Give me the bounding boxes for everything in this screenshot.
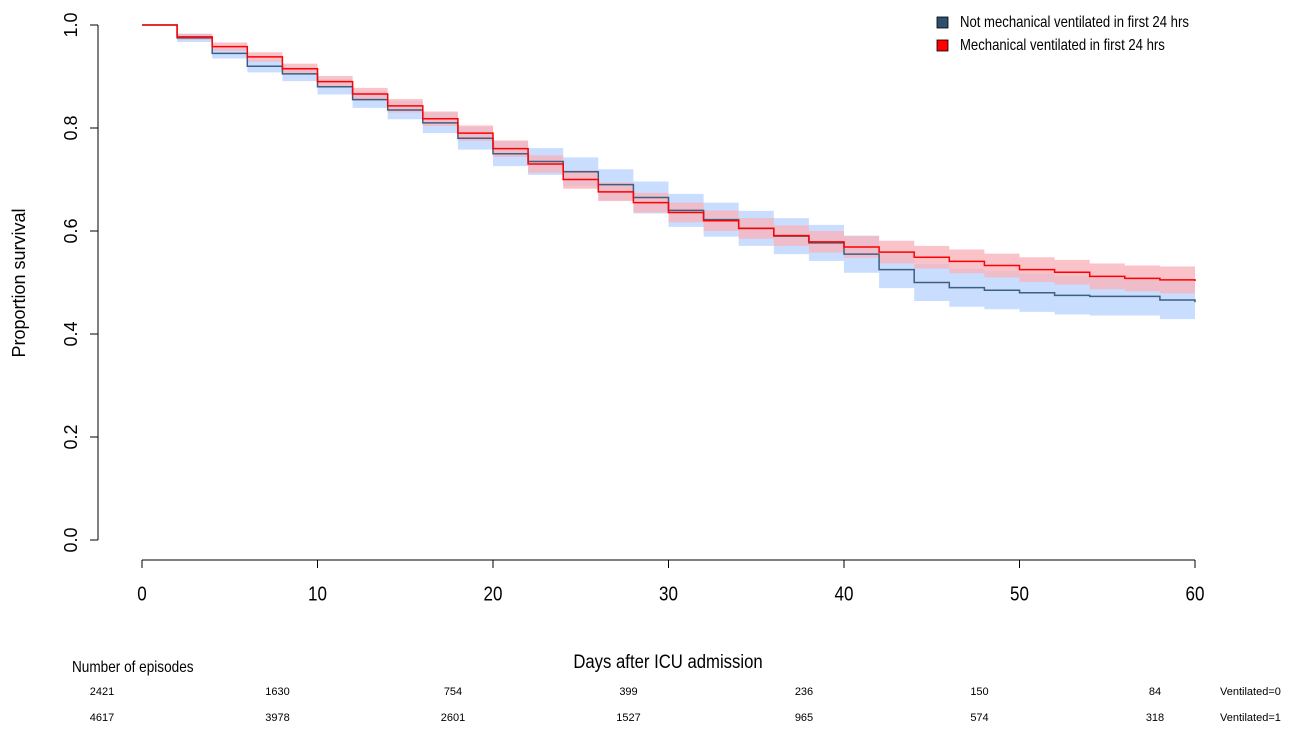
x-tick-label: 30 bbox=[659, 582, 678, 605]
risk-count: 1630 bbox=[265, 686, 289, 698]
y-tick-label: 0.6 bbox=[61, 218, 81, 243]
risk-count: 4617 bbox=[90, 712, 114, 724]
risk-count: 3978 bbox=[265, 712, 289, 724]
risk-count: 236 bbox=[795, 686, 813, 698]
risk-count: 2421 bbox=[90, 686, 114, 698]
risk-count: 965 bbox=[795, 712, 813, 724]
risk-count: 1527 bbox=[616, 712, 640, 724]
x-tick-label: 20 bbox=[484, 582, 503, 605]
x-tick-label: 10 bbox=[308, 582, 327, 605]
legend-swatch bbox=[936, 39, 949, 52]
risk-count: 399 bbox=[619, 686, 637, 698]
survival-line bbox=[142, 24, 1196, 281]
risk-count: 2601 bbox=[441, 712, 465, 724]
risk-count: 574 bbox=[970, 712, 988, 724]
x-tick-label: 40 bbox=[835, 582, 854, 605]
x-axis-label: Days after ICU admission bbox=[573, 651, 762, 672]
y-tick-label: 0.2 bbox=[61, 424, 81, 449]
x-tick-label: 60 bbox=[1186, 582, 1205, 605]
legend-label: Not mechanical ventilated in first 24 hr… bbox=[960, 14, 1189, 31]
y-axis-label: Proportion survival bbox=[9, 208, 29, 357]
risk-table-title: Number of episodes bbox=[72, 659, 194, 676]
y-tick-label: 0.4 bbox=[61, 321, 81, 346]
y-tick-label: 0.8 bbox=[61, 115, 81, 140]
y-tick-label: 0.0 bbox=[61, 527, 81, 552]
x-tick-label: 0 bbox=[137, 582, 146, 605]
legend-swatch bbox=[936, 16, 949, 29]
risk-count: 754 bbox=[444, 686, 462, 698]
x-tick-label: 50 bbox=[1010, 582, 1029, 605]
risk-count: 84 bbox=[1149, 686, 1161, 698]
confidence-band bbox=[142, 25, 1195, 295]
y-tick-label: 1.0 bbox=[61, 12, 81, 37]
risk-row-name: Ventilated=0 bbox=[1220, 686, 1281, 698]
risk-count: 150 bbox=[970, 686, 988, 698]
legend-label: Mechanical ventilated in first 24 hrs bbox=[960, 37, 1165, 54]
risk-row-name: Ventilated=1 bbox=[1220, 712, 1281, 724]
risk-count: 318 bbox=[1146, 712, 1164, 724]
